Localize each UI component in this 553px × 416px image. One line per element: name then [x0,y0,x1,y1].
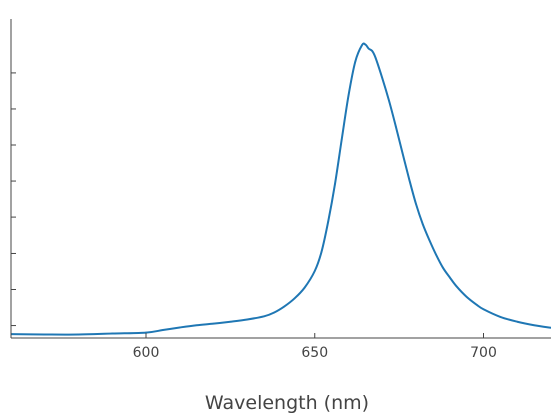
data-point [303,286,306,289]
data-point [388,99,390,102]
data-point [111,332,114,335]
data-point [212,322,215,325]
data-point [465,296,468,298]
data-point [354,60,357,63]
data-point [162,329,164,331]
data-point [229,320,232,323]
data-point [293,297,296,300]
data-point [283,305,286,308]
data-point [550,326,551,329]
data-point [408,178,411,181]
x-tick-label: 600 [133,345,160,361]
data-point [448,276,451,279]
data-point [381,77,384,79]
data-point [455,285,458,288]
data-point [394,125,397,127]
data-point [499,316,502,318]
data-point [367,47,370,50]
data-point [482,308,485,311]
spectrum-line [11,42,551,336]
data-point [263,315,265,318]
y-axis-ticks [11,72,16,327]
data-point [361,44,363,46]
x-tick-label: 700 [470,345,497,361]
data-point [401,152,404,154]
data-point [421,223,424,225]
data-point [516,320,519,323]
data-point [77,333,80,336]
data-point [475,304,478,306]
data-point [442,267,444,269]
data-point [533,324,535,327]
data-point [364,43,367,46]
data-point [178,326,181,329]
x-axis-title: Wavelength (nm) [205,392,369,414]
data-point [327,220,330,223]
data-point [340,138,343,141]
data-point [415,203,417,205]
plot-area [11,42,551,336]
data-point [43,333,46,336]
data-point [334,183,336,185]
data-point [374,56,377,59]
data-point [428,239,431,242]
data-point [435,254,438,256]
data-point [347,94,350,97]
data-point [320,251,323,253]
data-point [313,270,316,272]
data-point [195,324,198,327]
data-point [371,50,373,52]
x-axis-ticks: 600 650 700 [133,333,497,361]
x-tick-label: 650 [301,345,328,361]
data-point [273,311,276,314]
data-point [246,318,249,321]
data-point [145,331,147,334]
